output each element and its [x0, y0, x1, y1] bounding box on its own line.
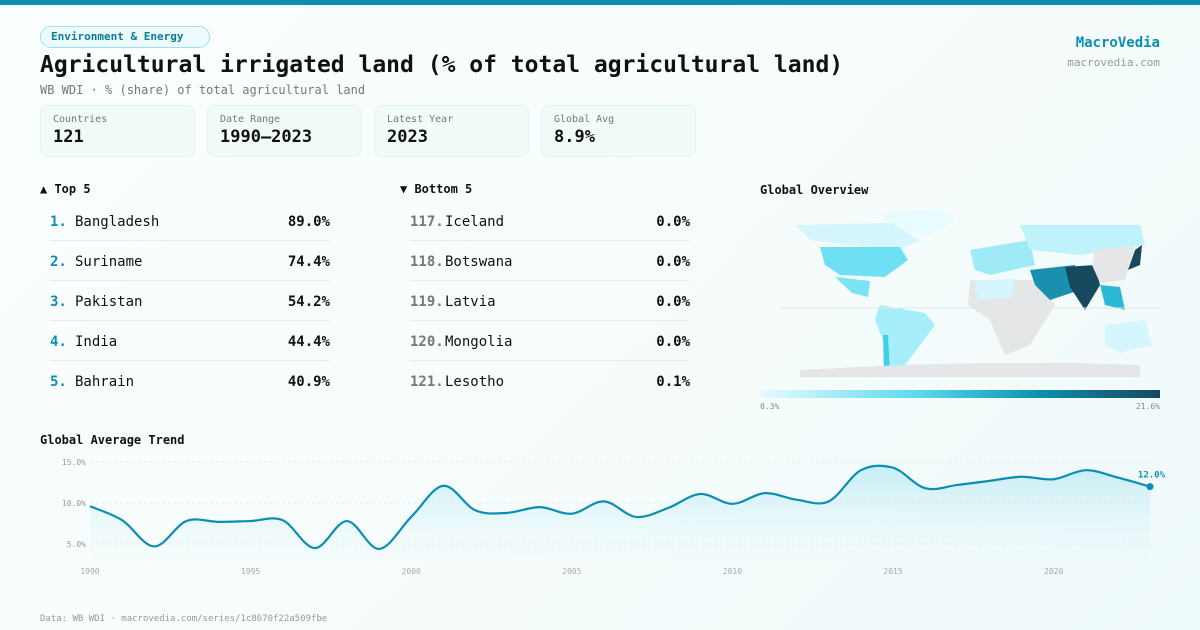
country-value: 0.0% — [656, 253, 690, 270]
country-value: 40.9% — [287, 374, 330, 390]
stat-value: 8.9% — [554, 127, 595, 147]
country-name: Bahrain — [75, 374, 135, 390]
bottom5-heading: ▼ Bottom 5 — [400, 182, 473, 196]
region-south-america[interactable] — [875, 305, 935, 375]
region-japan[interactable] — [1128, 245, 1142, 270]
region-russia[interactable] — [1020, 225, 1145, 255]
list-item[interactable]: 4. India 44.4% — [50, 321, 330, 361]
stat-latest-year: Latest Year 2023 — [374, 105, 529, 157]
list-item[interactable]: 3. Pakistan 54.2% — [50, 281, 330, 321]
country-value: 89.0% — [287, 213, 330, 230]
stat-value: 1990–2023 — [220, 127, 313, 147]
stat-date-range: Date Range 1990–2023 — [207, 105, 362, 157]
page-subtitle: WB WDI · % (share) of total agricultural… — [40, 83, 366, 97]
list-item[interactable]: 121. Lesotho 0.1% — [410, 361, 690, 401]
x-tick-label: 1990 — [80, 567, 99, 576]
rank: 1. — [50, 213, 67, 230]
brand-url[interactable]: macrovedia.com — [1067, 56, 1160, 69]
list-item[interactable]: 118. Botswana 0.0% — [410, 241, 690, 281]
brand-logo[interactable]: MacroVedia — [1075, 35, 1160, 51]
list-item[interactable]: 119. Latvia 0.0% — [410, 281, 690, 321]
country-name: Lesotho — [445, 374, 505, 390]
country-value: 54.2% — [287, 293, 330, 310]
country-name: Iceland — [445, 213, 505, 230]
x-tick-label: 2010 — [723, 567, 742, 576]
rank: 119. — [410, 293, 444, 310]
list-item[interactable]: 120. Mongolia 0.0% — [410, 321, 690, 361]
map-heading: Global Overview — [760, 183, 869, 197]
rank: 3. — [50, 293, 67, 310]
stat-label: Countries — [53, 114, 108, 125]
stat-value: 121 — [53, 127, 84, 147]
rank: 4. — [50, 333, 67, 350]
last-value-label: 12.0% — [1138, 471, 1166, 481]
trend-chart[interactable]: 5.0% 10.0% 15.0% 1990 1995 2000 2005 2010 2015 20… — [40, 450, 1180, 580]
list-item[interactable]: 1. Bangladesh 89.0% — [50, 201, 330, 241]
region-north-africa[interactable] — [975, 279, 1015, 300]
map-color-legend — [760, 390, 1160, 398]
country-value: 0.0% — [656, 333, 690, 350]
country-name: Pakistan — [75, 293, 143, 310]
world-map[interactable] — [780, 205, 1160, 380]
region-canada[interactable] — [795, 223, 920, 250]
y-tick-label: 10.0% — [62, 499, 86, 508]
country-name: Suriname — [75, 253, 143, 270]
trend-area — [90, 465, 1150, 560]
footer-source: Data: WB WDI · macrovedia.com/series/1c8… — [40, 614, 328, 624]
stat-global-avg: Global Avg 8.9% — [541, 105, 696, 157]
rank: 118. — [410, 253, 444, 270]
top5-heading: ▲ Top 5 — [40, 182, 91, 196]
stat-value: 2023 — [387, 127, 428, 147]
region-china[interactable] — [1092, 245, 1135, 283]
y-tick-label: 15.0% — [62, 458, 86, 467]
country-name: Bangladesh — [75, 213, 160, 230]
region-chile[interactable] — [883, 335, 890, 375]
data-point — [1146, 483, 1154, 491]
country-value: 0.0% — [656, 293, 690, 310]
rank: 121. — [410, 374, 444, 390]
country-value: 44.4% — [287, 333, 330, 350]
trend-heading: Global Average Trend — [40, 433, 185, 447]
page-title: Agricultural irrigated land (% of total … — [40, 52, 844, 78]
region-europe[interactable] — [970, 240, 1035, 275]
legend-min: 0.3% — [760, 402, 780, 411]
bottom5-list: 117. Iceland 0.0% 118. Botswana 0.0% 119. Lat… — [400, 201, 690, 401]
category-badge[interactable]: Environment & Energy — [40, 26, 210, 48]
x-tick-label: 2005 — [562, 567, 581, 576]
region-usa[interactable] — [820, 247, 908, 277]
country-name: India — [75, 333, 118, 350]
stat-label: Latest Year — [387, 114, 454, 125]
country-value: 0.0% — [656, 213, 690, 230]
region-south-asia[interactable] — [1065, 265, 1100, 310]
list-item[interactable]: 117. Iceland 0.0% — [410, 201, 690, 241]
rank: 2. — [50, 253, 67, 270]
x-tick-label: 2015 — [883, 567, 902, 576]
stat-label: Date Range — [220, 114, 281, 125]
region-antarctica[interactable] — [800, 363, 1140, 377]
top-accent-bar — [0, 0, 1200, 5]
country-name: Botswana — [445, 253, 513, 270]
stat-label: Global Avg — [554, 114, 615, 125]
country-value: 0.1% — [656, 374, 690, 390]
rank: 120. — [410, 333, 444, 350]
x-tick-label: 1995 — [241, 567, 260, 576]
top5-list: 1. Bangladesh 89.0% 2. Suriname 74.4% 3. Paki… — [40, 201, 330, 401]
rank: 117. — [410, 213, 444, 230]
country-name: Mongolia — [445, 333, 513, 350]
rank: 5. — [50, 374, 67, 390]
country-name: Latvia — [445, 293, 496, 310]
list-item[interactable]: 2. Suriname 74.4% — [50, 241, 330, 281]
legend-max: 21.6% — [1135, 402, 1160, 411]
region-australia[interactable] — [1105, 320, 1152, 353]
x-tick-label: 2020 — [1044, 567, 1063, 576]
trend-line — [89, 464, 1151, 551]
list-item[interactable]: 5. Bahrain 40.9% — [50, 361, 330, 401]
region-mexico[interactable] — [835, 277, 870, 297]
country-value: 74.4% — [287, 253, 330, 270]
region-se-asia[interactable] — [1100, 285, 1125, 310]
stat-countries: Countries 121 — [40, 105, 195, 157]
x-tick-label: 2000 — [402, 567, 421, 576]
y-tick-label: 5.0% — [67, 540, 86, 549]
